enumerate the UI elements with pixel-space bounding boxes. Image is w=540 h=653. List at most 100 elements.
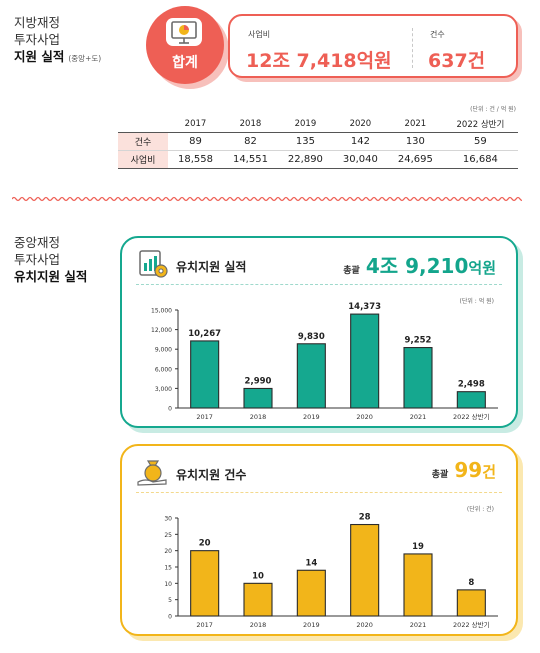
bar-value-label: 2,498 xyxy=(458,380,485,390)
x-tick-label: 2020 xyxy=(356,413,373,421)
bar-value-label: 10,267 xyxy=(188,329,221,339)
y-tick-label: 3,000 xyxy=(155,386,172,393)
table-col-header: 2020 xyxy=(332,116,388,133)
summary-box: 사업비 12조 7,418억원 건수 637건 xyxy=(228,14,518,78)
bar-value-label: 10 xyxy=(252,571,264,581)
y-tick-label: 0 xyxy=(168,614,172,621)
section1-title-line2: 투자사업 xyxy=(14,32,61,47)
wavy-divider xyxy=(12,196,522,202)
x-tick-label: 2022 상반기 xyxy=(453,412,490,421)
section2-title-line2: 투자사업 xyxy=(14,252,61,267)
performance-unit: (단위 : 억 원) xyxy=(459,298,494,305)
count-panel: 유치지원 건수 총괄 99건 (단위 : 건) 0 5 10 15 20 25 30 20 201… xyxy=(120,444,518,636)
table-unit: (단위 : 건 / 억 원) xyxy=(470,106,516,113)
section2-title-bold: 유치지원 실적 xyxy=(14,269,88,284)
count-bar-chart: 0 5 10 15 20 25 30 20 2017 10 2018 14 2019 28 2020 19 20… xyxy=(164,513,498,629)
performance-total-value: 4조 9,210 xyxy=(365,254,469,278)
table-row-label: 사업비 xyxy=(118,150,168,169)
table-cell: 30,040 xyxy=(332,150,388,169)
y-tick-label: 0 xyxy=(168,406,172,413)
section2-title-line1: 중앙재정 xyxy=(14,235,61,250)
section1-title-note: (중앙+도) xyxy=(68,54,102,63)
bar xyxy=(296,343,326,409)
performance-chart-title: 유치지원 실적 xyxy=(176,260,247,274)
table-col-header: 2018 xyxy=(222,116,278,133)
y-tick-label: 25 xyxy=(164,532,172,539)
table-col-header: 2021 xyxy=(387,116,443,133)
table-col-header: 2019 xyxy=(277,116,333,133)
table-cell: 130 xyxy=(387,132,443,151)
x-tick-label: 2021 xyxy=(410,621,427,629)
presentation-chart-icon xyxy=(166,18,202,46)
table-cell: 22,890 xyxy=(277,150,333,169)
performance-panel: 유치지원 실적 총괄 4조 9,210억원 (단위 : 억 원) 0 3,000 6,… xyxy=(120,236,518,428)
x-tick-label: 2022 상반기 xyxy=(453,620,490,629)
table-col-header: 2022 상반기 xyxy=(442,116,518,133)
budget-label: 사업비 xyxy=(248,30,271,39)
x-tick-label: 2017 xyxy=(196,621,213,629)
bar xyxy=(190,550,220,617)
table-header-row: 2017 2018 2019 2020 2021 2022 상반기 xyxy=(118,116,518,133)
bar-value-label: 28 xyxy=(359,513,371,523)
y-tick-label: 12,000 xyxy=(151,327,172,334)
table-cell: 142 xyxy=(332,132,388,151)
x-tick-label: 2017 xyxy=(196,413,213,421)
y-tick-label: 5 xyxy=(168,597,172,604)
table-row: 건수 89 82 135 142 130 59 xyxy=(118,132,518,151)
table-row: 사업비 18,558 14,551 22,890 30,040 24,695 1… xyxy=(118,150,518,169)
performance-total: 총괄 4조 9,210억원 xyxy=(343,250,496,279)
performance-divider xyxy=(136,284,502,285)
performance-total-unit: 억원 xyxy=(468,259,496,277)
x-tick-label: 2018 xyxy=(250,621,267,629)
table-cell: 135 xyxy=(277,132,333,151)
count-chart-title: 유치지원 건수 xyxy=(176,468,247,482)
count-total-value: 99 xyxy=(454,458,483,482)
table-cell: 24,695 xyxy=(387,150,443,169)
performance-bar-chart: 0 3,000 6,000 9,000 12,000 15,000 10,267 2017 2,… xyxy=(151,302,498,421)
table-cell: 14,551 xyxy=(222,150,278,169)
bar-value-label: 9,252 xyxy=(405,336,432,346)
y-tick-label: 15,000 xyxy=(151,308,172,315)
bar xyxy=(456,589,486,617)
count-value: 637건 xyxy=(428,50,486,72)
y-tick-label: 20 xyxy=(164,548,172,555)
money-bag-hand-icon xyxy=(136,456,170,492)
count-total-unit: 건 xyxy=(482,463,496,481)
bar-value-label: 14 xyxy=(305,558,317,568)
summary-divider xyxy=(412,28,413,68)
summary-table: 2017 2018 2019 2020 2021 2022 상반기 건수 89 … xyxy=(118,116,518,169)
section1-title-line1: 지방재정 xyxy=(14,15,61,30)
bar xyxy=(296,569,326,617)
total-label: 합계 xyxy=(172,55,198,71)
x-tick-label: 2018 xyxy=(250,413,267,421)
total-badge: 합계 xyxy=(146,6,224,84)
table-cell: 59 xyxy=(442,132,518,151)
performance-total-label: 총괄 xyxy=(343,266,360,276)
section2-title: 중앙재정 투자사업 유치지원 실적 xyxy=(14,234,87,285)
table-col-header: 2017 xyxy=(168,116,223,133)
x-tick-label: 2019 xyxy=(303,413,320,421)
count-total: 총괄 99건 xyxy=(432,458,496,482)
bar-value-label: 20 xyxy=(199,539,211,549)
bar-value-label: 14,373 xyxy=(348,302,381,312)
count-total-label: 총괄 xyxy=(431,470,449,480)
y-tick-label: 9,000 xyxy=(155,347,172,354)
bar xyxy=(350,523,380,617)
x-tick-label: 2020 xyxy=(356,621,373,629)
table-cell: 89 xyxy=(168,132,223,151)
section1-title-bold: 지원 실적 xyxy=(14,49,65,64)
x-tick-label: 2019 xyxy=(303,621,320,629)
bar-value-label: 9,830 xyxy=(298,332,325,342)
count-label: 건수 xyxy=(430,30,445,39)
y-tick-label: 6,000 xyxy=(155,366,172,373)
bar xyxy=(403,347,433,409)
section1-title: 지방재정 투자사업 지원 실적 (중앙+도) xyxy=(14,14,101,67)
bar xyxy=(243,387,273,409)
table-row-label: 건수 xyxy=(118,132,168,151)
table-corner xyxy=(118,116,168,133)
y-tick-label: 15 xyxy=(164,565,172,572)
bar xyxy=(403,553,433,617)
table-cell: 18,558 xyxy=(168,150,223,169)
bar xyxy=(456,391,486,409)
y-tick-label: 10 xyxy=(164,581,172,588)
